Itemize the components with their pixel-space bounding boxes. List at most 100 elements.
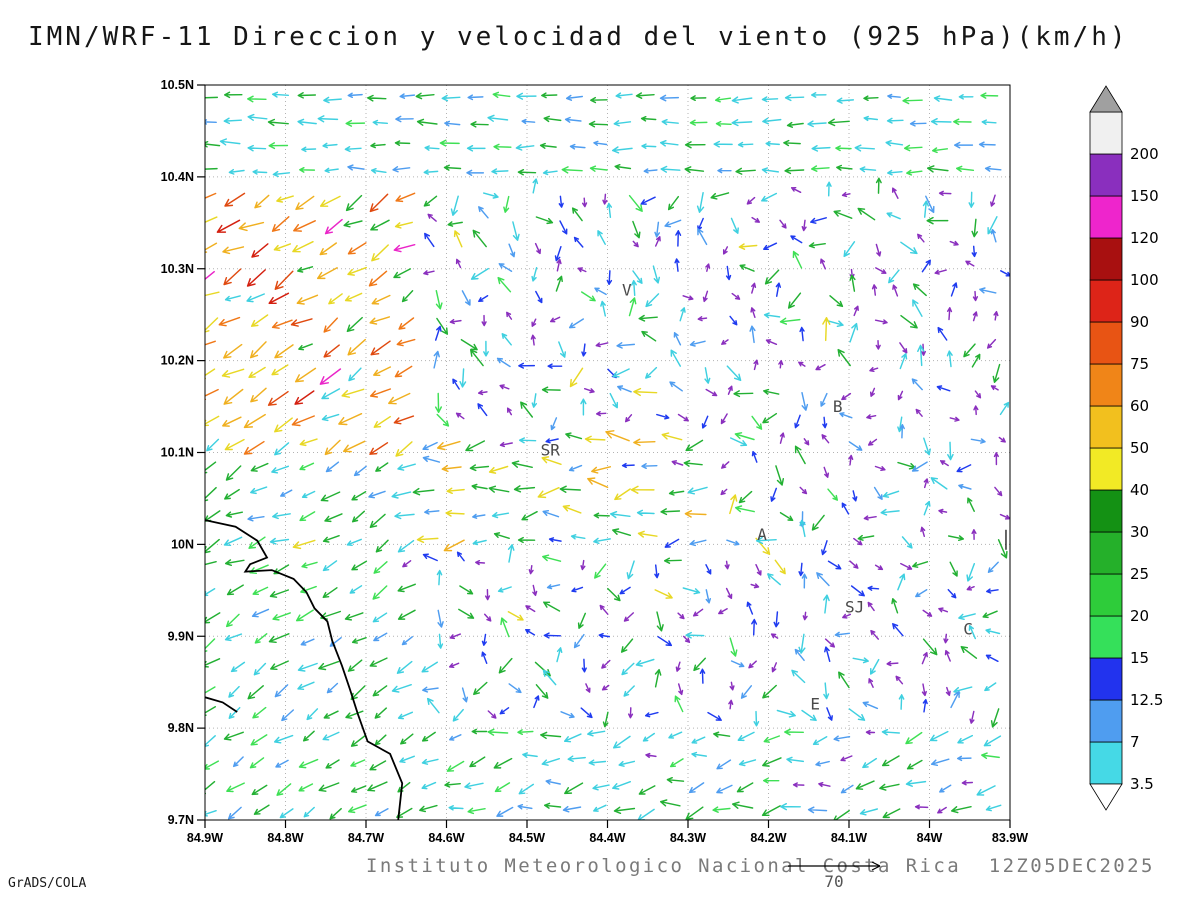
wind-arrow	[401, 636, 414, 646]
wind-arrow	[827, 118, 850, 127]
wind-arrow	[679, 307, 686, 322]
wind-arrow	[912, 283, 927, 297]
wind-arrow	[563, 733, 582, 743]
wind-arrow	[205, 96, 219, 99]
wind-arrow	[963, 343, 976, 358]
wind-arrow	[412, 487, 435, 496]
wind-arrow	[683, 459, 703, 467]
wind-arrow	[402, 560, 412, 568]
wind-arrow	[587, 477, 609, 489]
wind-arrow	[567, 755, 586, 763]
wind-arrow	[243, 440, 265, 455]
wind-arrow	[821, 540, 828, 556]
wind-arrow	[905, 779, 927, 787]
lon-tick-label: 84.2W	[750, 831, 786, 845]
wind-arrow	[922, 698, 928, 713]
wind-arrow	[957, 734, 974, 744]
wind-arrow	[344, 612, 364, 621]
wind-arrow	[595, 411, 607, 417]
lon-tick-label: 84.5W	[509, 831, 545, 845]
wind-arrow	[416, 535, 439, 544]
wind-arrow	[224, 295, 241, 302]
wind-arrow	[947, 535, 965, 542]
wind-arrow	[521, 510, 538, 521]
wind-arrow	[249, 564, 269, 575]
lat-tick-label: 10.5N	[161, 78, 194, 92]
wind-arrow	[802, 611, 808, 621]
wind-arrow	[271, 319, 293, 329]
wind-arrow	[976, 785, 996, 796]
wind-arrow	[985, 628, 1001, 635]
wind-arrow	[496, 806, 514, 817]
wind-arrow	[472, 539, 487, 546]
wind-arrow	[272, 170, 291, 178]
wind-arrow	[815, 760, 830, 767]
wind-arrow	[912, 299, 923, 317]
wind-arrow	[422, 686, 439, 693]
wind-arrow	[748, 660, 757, 669]
wind-arrow	[423, 169, 439, 175]
wind-arrow	[471, 728, 488, 735]
wind-arrow	[374, 808, 389, 817]
station-label: C	[963, 619, 973, 638]
wind-arrow	[875, 339, 881, 350]
wind-arrow	[253, 662, 267, 676]
wind-arrow	[543, 601, 561, 612]
wind-arrow	[223, 343, 243, 359]
wind-arrow	[591, 466, 612, 474]
wind-arrow	[631, 279, 637, 297]
wind-arrow	[513, 485, 536, 493]
wind-arrow	[370, 219, 390, 231]
wind-arrow	[545, 779, 561, 785]
wind-arrow	[922, 200, 930, 218]
wind-arrow	[630, 485, 655, 494]
wind-arrow	[626, 560, 635, 580]
wind-arrow	[559, 485, 582, 494]
wind-arrow	[937, 806, 947, 814]
wind-arrow	[829, 295, 844, 308]
wind-arrow	[965, 260, 975, 267]
wind-arrow	[911, 378, 923, 391]
wind-arrow	[223, 117, 243, 125]
wind-arrow	[994, 486, 1003, 497]
wind-arrow	[784, 167, 805, 175]
wind-arrow	[632, 270, 643, 284]
lat-tick-label: 9.9N	[168, 629, 194, 643]
wind-arrow	[453, 230, 463, 248]
colorbar-band	[1089, 237, 1123, 281]
wind-arrow	[205, 706, 217, 716]
wind-arrow	[875, 177, 882, 194]
wind-arrow	[205, 486, 217, 502]
wind-arrow	[205, 291, 220, 297]
wind-arrow	[542, 669, 557, 686]
wind-arrow	[581, 658, 587, 673]
wind-arrow	[840, 755, 853, 762]
wind-arrow	[822, 594, 830, 614]
wind-arrow	[500, 617, 510, 638]
colorbar-label: 60	[1130, 397, 1149, 415]
wind-arrow	[911, 461, 928, 472]
wind-arrow	[990, 228, 997, 243]
wind-arrow	[900, 241, 918, 255]
wind-arrow	[824, 646, 831, 663]
wind-arrow	[247, 685, 264, 700]
wind-arrow	[370, 142, 386, 149]
wind-arrow	[753, 710, 760, 727]
colorbar-band	[1089, 405, 1123, 449]
wind-arrow	[826, 707, 833, 721]
wind-arrow	[205, 780, 216, 795]
wind-arrow	[396, 660, 413, 674]
wind-arrow	[560, 711, 575, 719]
wind-arrow	[689, 119, 708, 126]
wind-arrow	[223, 268, 242, 286]
wind-arrow	[636, 509, 655, 517]
wind-arrow	[961, 780, 974, 786]
wind-arrow	[581, 343, 587, 357]
wind-arrow	[751, 415, 763, 430]
colorbar-label: 90	[1130, 313, 1149, 331]
wind-arrow	[721, 339, 729, 345]
wind-arrow	[987, 561, 999, 573]
wind-arrow	[808, 242, 826, 249]
wind-arrow	[891, 187, 899, 199]
wind-arrow	[226, 782, 245, 793]
